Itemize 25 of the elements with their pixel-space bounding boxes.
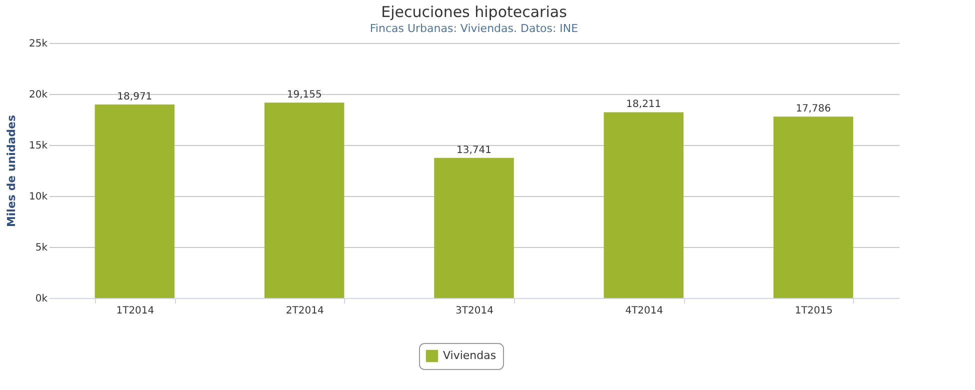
data-label: 17,786	[796, 104, 831, 115]
x-tick-label: 1T2015	[794, 306, 833, 316]
data-label: 18,971	[117, 91, 152, 102]
bar	[94, 104, 175, 298]
x-tick-label: 2T2014	[286, 306, 324, 316]
data-label: 19,155	[286, 90, 322, 101]
y-tick-label: 0k	[35, 294, 48, 304]
y-tick-label: 25k	[28, 38, 48, 50]
legend-label: Viviendas	[443, 349, 496, 362]
bar	[434, 158, 514, 298]
y-tick-label: 5k	[35, 242, 48, 254]
y-tick-label: 10k	[28, 192, 48, 202]
chart-subtitle: Fincas Urbanas: Viviendas. Datos: INE	[370, 22, 578, 35]
y-axis-title: Miles de unidades	[4, 114, 18, 228]
x-tick-label: 1T2014	[116, 306, 154, 316]
y-tick-label: 20k	[28, 90, 48, 100]
x-tick-label: 3T2014	[456, 306, 494, 316]
data-label: 13,741	[456, 144, 492, 156]
data-label: 18,211	[626, 99, 662, 110]
bar	[773, 116, 854, 298]
bar	[604, 112, 684, 298]
bar	[264, 102, 344, 298]
x-tick-label: 4T2014	[625, 306, 664, 316]
chart-title: Ejecuciones hipotecarias	[381, 3, 568, 21]
y-tick-label: 15k	[28, 140, 48, 152]
